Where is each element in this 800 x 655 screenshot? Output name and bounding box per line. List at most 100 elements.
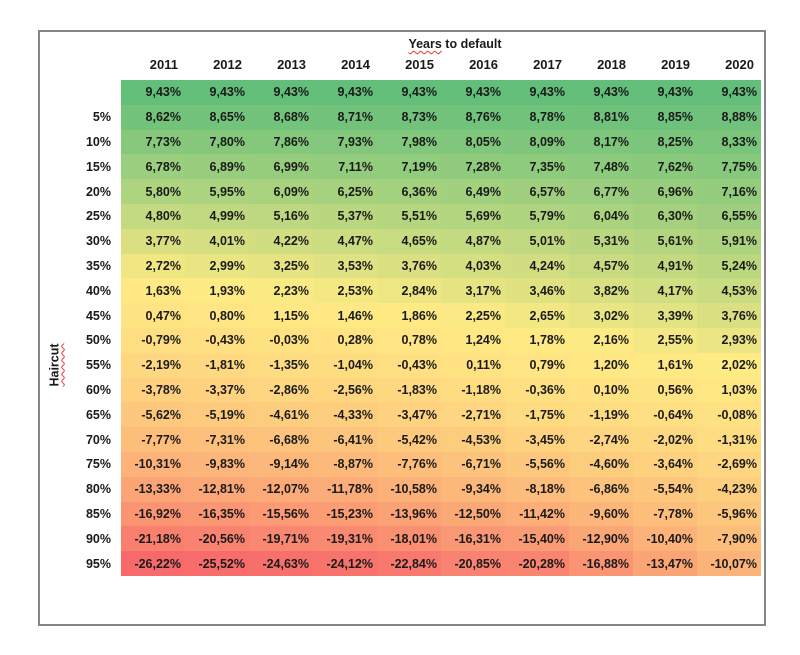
row-label-haircut[interactable]: 60% (85, 382, 111, 397)
heatmap-cell[interactable]: -8,18% (505, 476, 569, 502)
heatmap-cell[interactable]: 7,86% (249, 129, 313, 155)
heatmap-cell[interactable]: -5,42% (377, 427, 441, 452)
heatmap-cell[interactable]: 8,68% (249, 104, 313, 130)
heatmap-cell[interactable]: 6,25% (313, 179, 377, 204)
heatmap-cell[interactable]: 1,78% (505, 327, 569, 353)
heatmap-cell[interactable]: 5,61% (633, 228, 697, 254)
heatmap-cell[interactable]: 2,53% (313, 278, 377, 304)
heatmap-cell[interactable]: 6,57% (505, 179, 569, 204)
heatmap-cell[interactable]: 8,76% (441, 104, 505, 130)
heatmap-cell[interactable]: 5,37% (313, 203, 377, 229)
heatmap-cell[interactable]: -9,34% (441, 476, 505, 502)
heatmap-cell[interactable]: 0,56% (633, 377, 697, 403)
heatmap-cell[interactable]: -10,31% (121, 451, 185, 477)
heatmap-cell[interactable]: -0,43% (377, 352, 441, 378)
heatmap-cell[interactable]: 2,16% (569, 327, 633, 353)
heatmap-cell[interactable]: -15,40% (505, 526, 569, 552)
row-label-haircut[interactable]: 10% (85, 134, 111, 149)
heatmap-cell[interactable]: -1,81% (185, 352, 249, 378)
heatmap-cell[interactable]: 1,15% (249, 303, 313, 328)
heatmap-cell[interactable]: 9,43% (313, 80, 377, 105)
heatmap-cell[interactable]: -19,71% (249, 526, 313, 552)
heatmap-cell[interactable]: -16,92% (121, 501, 185, 527)
heatmap-cell[interactable]: -1,19% (569, 402, 633, 428)
heatmap-cell[interactable]: 5,01% (505, 228, 569, 254)
heatmap-cell[interactable]: -16,31% (441, 526, 505, 552)
heatmap-cell[interactable]: 0,78% (377, 327, 441, 353)
heatmap-cell[interactable]: -13,47% (633, 551, 697, 576)
haircut-axis-title[interactable]: Haircut (42, 322, 68, 408)
heatmap-cell[interactable]: 9,43% (569, 80, 633, 105)
heatmap-cell[interactable]: -15,23% (313, 501, 377, 527)
heatmap-cell[interactable]: 6,55% (697, 203, 761, 229)
heatmap-cell[interactable]: -2,02% (633, 427, 697, 452)
heatmap-cell[interactable]: 7,35% (505, 154, 569, 180)
heatmap-cell[interactable]: -10,07% (697, 551, 761, 576)
heatmap-cell[interactable]: -13,33% (121, 476, 185, 502)
heatmap-cell[interactable]: -2,19% (121, 352, 185, 378)
row-label-haircut[interactable]: 95% (85, 556, 111, 571)
heatmap-cell[interactable]: 9,43% (633, 80, 697, 105)
heatmap-cell[interactable]: 2,99% (185, 253, 249, 279)
heatmap-cell[interactable]: 3,77% (121, 228, 185, 254)
heatmap-cell[interactable]: 8,71% (313, 104, 377, 130)
heatmap-cell[interactable]: -3,78% (121, 377, 185, 403)
heatmap-cell[interactable]: 1,20% (569, 352, 633, 378)
heatmap-cell[interactable]: 6,30% (633, 203, 697, 229)
heatmap-cell[interactable]: 2,25% (441, 303, 505, 328)
heatmap-cell[interactable]: -7,76% (377, 451, 441, 477)
heatmap-cell[interactable]: 9,43% (377, 80, 441, 105)
heatmap-cell[interactable]: -12,50% (441, 501, 505, 527)
column-header-year[interactable]: 2020 (725, 57, 754, 72)
heatmap-cell[interactable]: -4,60% (569, 451, 633, 477)
column-header-year[interactable]: 2014 (341, 57, 370, 72)
heatmap-cell[interactable]: -1,35% (249, 352, 313, 378)
column-header-year[interactable]: 2016 (469, 57, 498, 72)
heatmap-cell[interactable]: 5,69% (441, 203, 505, 229)
column-header-year[interactable]: 2017 (533, 57, 562, 72)
heatmap-cell[interactable]: -6,41% (313, 427, 377, 452)
heatmap-cell[interactable]: 9,43% (505, 80, 569, 105)
heatmap-cell[interactable]: 3,53% (313, 253, 377, 279)
column-header-year[interactable]: 2015 (405, 57, 434, 72)
heatmap-cell[interactable]: 8,09% (505, 129, 569, 155)
heatmap-cell[interactable]: 0,11% (441, 352, 505, 378)
heatmap-cell[interactable]: -24,63% (249, 551, 313, 576)
heatmap-cell[interactable]: 8,73% (377, 104, 441, 130)
heatmap-cell[interactable]: -4,53% (441, 427, 505, 452)
heatmap-cell[interactable]: 7,19% (377, 154, 441, 180)
heatmap-cell[interactable]: -2,71% (441, 402, 505, 428)
heatmap-cell[interactable]: -1,75% (505, 402, 569, 428)
heatmap-cell[interactable]: 3,76% (697, 303, 761, 328)
heatmap-cell[interactable]: 1,61% (633, 352, 697, 378)
heatmap-cell[interactable]: 3,82% (569, 278, 633, 304)
heatmap-cell[interactable]: -10,40% (633, 526, 697, 552)
heatmap-cell[interactable]: 4,91% (633, 253, 697, 279)
heatmap-cell[interactable]: 1,46% (313, 303, 377, 328)
heatmap-cell[interactable]: -15,56% (249, 501, 313, 527)
heatmap-cell[interactable]: -3,64% (633, 451, 697, 477)
heatmap-cell[interactable]: 3,76% (377, 253, 441, 279)
heatmap-cell[interactable]: -2,86% (249, 377, 313, 403)
heatmap-cell[interactable]: 8,81% (569, 104, 633, 130)
heatmap-cell[interactable]: -0,08% (697, 402, 761, 428)
heatmap-cell[interactable]: -4,61% (249, 402, 313, 428)
heatmap-cell[interactable]: -4,23% (697, 476, 761, 502)
heatmap-cell[interactable]: -3,37% (185, 377, 249, 403)
heatmap-cell[interactable]: 9,43% (697, 80, 761, 105)
heatmap-cell[interactable]: 7,62% (633, 154, 697, 180)
heatmap-cell[interactable]: 8,25% (633, 129, 697, 155)
heatmap-cell[interactable]: 4,65% (377, 228, 441, 254)
heatmap-cell[interactable]: -16,88% (569, 551, 633, 576)
heatmap-cell[interactable]: 4,57% (569, 253, 633, 279)
heatmap-cell[interactable]: -1,31% (697, 427, 761, 452)
heatmap-cell[interactable]: 4,01% (185, 228, 249, 254)
heatmap-cell[interactable]: 8,65% (185, 104, 249, 130)
heatmap-cell[interactable]: -20,56% (185, 526, 249, 552)
heatmap-cell[interactable]: 6,77% (569, 179, 633, 204)
heatmap-cell[interactable]: 7,28% (441, 154, 505, 180)
heatmap-cell[interactable]: 6,78% (121, 154, 185, 180)
heatmap-cell[interactable]: 3,17% (441, 278, 505, 304)
row-label-haircut[interactable]: 15% (85, 159, 111, 174)
heatmap-cell[interactable]: -0,79% (121, 327, 185, 353)
